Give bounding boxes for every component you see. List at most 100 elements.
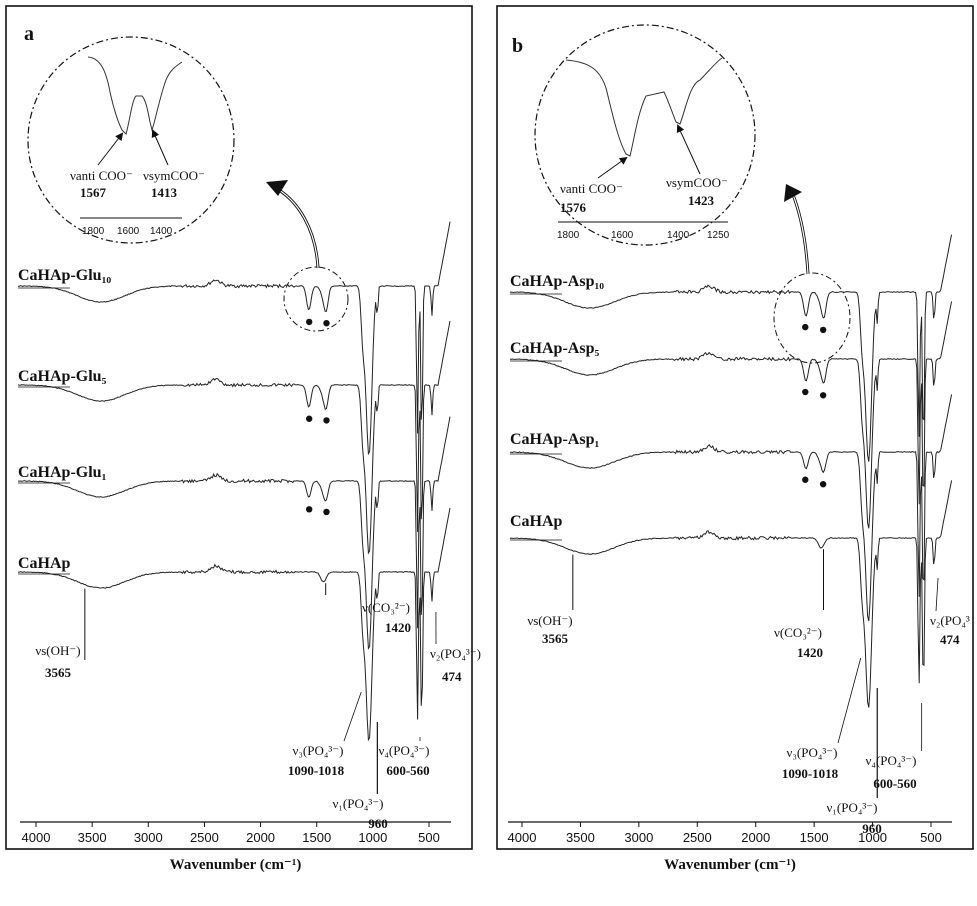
panel-b-zoom-circle	[773, 272, 851, 364]
band-value: 960	[368, 816, 388, 831]
panel-b-inset-arrow-anti	[597, 156, 628, 179]
panel-a-zoom-arrowhead	[266, 180, 288, 196]
panel-a-letter: a	[24, 23, 34, 45]
panel-a-zoom-arrow	[271, 184, 320, 269]
spectrum-trace	[17, 416, 451, 650]
band-leader-line	[837, 657, 862, 744]
series-label: CaHAp-Glu₅	[18, 368, 107, 385]
spectrum-trace	[509, 234, 953, 462]
band-label: ν₄(PO₄³⁻)	[866, 753, 917, 768]
band-value: 3565	[542, 631, 569, 646]
panel-a-inset-tick: 1400	[150, 226, 173, 237]
band-value: 3565	[45, 665, 72, 680]
band-value: 1090-1018	[288, 763, 345, 778]
band-label: ν₂(PO₄³⁻)	[430, 646, 481, 661]
x-axis-title: Wavenumber (cm⁻¹)	[170, 857, 302, 873]
series-label: CaHAp-Glu₁₀	[18, 267, 111, 284]
band-label: ν₂(PO₄³	[930, 613, 970, 628]
band-value: 1420	[797, 645, 823, 660]
carboxylate-marker	[802, 476, 809, 483]
x-tick-label: 2000	[741, 830, 770, 845]
band-label: ν₃(PO₄³⁻)	[293, 743, 344, 758]
spectrum-trace	[510, 394, 953, 622]
band-value: 474	[442, 669, 462, 684]
band-label: ν₄(PO₄³⁻)	[379, 743, 430, 758]
spectrum-trace	[509, 480, 953, 708]
panel-b-inset-peak-anti-label: νanti COO⁻	[560, 181, 623, 196]
panel-a-inset-arrow-anti	[97, 132, 124, 166]
band-label: νs(OH⁻)	[527, 613, 572, 628]
series-label: CaHAp	[510, 513, 563, 530]
band-value: 600-560	[386, 763, 429, 778]
panel-a-zoom-arrow	[271, 185, 319, 269]
x-axis-title: Wavenumber (cm⁻¹)	[664, 857, 796, 873]
spectrum-trace	[17, 221, 451, 456]
panel-b-inset-circle	[534, 24, 756, 246]
panel-b-zoom-arrow	[791, 191, 809, 275]
carboxylate-marker	[323, 417, 330, 424]
band-label: ν₁(PO₄³⁻)	[333, 796, 384, 811]
panel-b-inset-peak-sym-value: 1423	[688, 193, 715, 208]
band-label: ν₃(PO₄³⁻)	[787, 745, 838, 760]
carboxylate-marker	[323, 319, 330, 327]
panel-a-inset-spectrum	[87, 56, 183, 135]
series-label: CaHAp-Glu₁	[18, 464, 107, 481]
series-label: CaHAp-Asp₅	[510, 340, 599, 357]
panel-b-zoom-arrowhead	[784, 184, 802, 202]
carboxylate-marker	[323, 508, 330, 516]
panel-a-inset-peak-anti-label: νanti COO⁻	[70, 168, 133, 183]
x-tick-label: 4000	[22, 830, 51, 845]
panel-b-zoom-arrow	[790, 191, 810, 275]
x-tick-label: 1000	[858, 830, 887, 845]
panel-b-inset-spectrum	[565, 57, 723, 157]
spectrum-trace	[509, 301, 953, 529]
panel-a-frame	[5, 5, 473, 850]
series-label: CaHAp	[18, 555, 71, 572]
panel-b-letter: b	[512, 35, 523, 57]
panel-b-inset-tick: 1600	[611, 230, 634, 241]
panel-a-inset-circle	[27, 36, 235, 244]
panel-a-inset-peak-sym-label: νsymCOO⁻	[143, 168, 205, 183]
panel-a-inset-peak-sym-value: 1413	[151, 185, 178, 200]
panel-a-zoom-circle	[283, 266, 349, 332]
series-label: CaHAp-Asp₁₀	[510, 273, 604, 290]
carboxylate-marker	[305, 415, 313, 422]
x-tick-label: 2500	[683, 830, 712, 845]
panel-b-inset-peak-sym-label: νsymCOO⁻	[666, 175, 728, 190]
x-tick-label: 3500	[566, 830, 595, 845]
panel-a-inset-tick: 1800	[82, 226, 105, 237]
x-tick-label: 1000	[358, 830, 387, 845]
spectrum-trace	[17, 320, 451, 555]
panel-b-inset-tick: 1250	[707, 230, 730, 241]
x-tick-label: 3500	[78, 830, 107, 845]
x-tick-label: 1500	[302, 830, 331, 845]
x-tick-label: 500	[920, 830, 942, 845]
x-tick-label: 2500	[190, 830, 219, 845]
panel-b-inset-tick: 1800	[557, 230, 580, 241]
band-value: 960	[862, 821, 882, 836]
carboxylate-marker	[819, 392, 827, 399]
band-label: ν₁(PO₄³⁻)	[827, 800, 878, 815]
band-value: 1090-1018	[782, 766, 839, 781]
x-tick-label: 4000	[508, 830, 537, 845]
carboxylate-marker	[305, 506, 313, 513]
band-leader-line	[935, 577, 939, 612]
band-leader-line	[343, 691, 362, 742]
x-tick-label: 2000	[246, 830, 275, 845]
series-label: CaHAp-Asp₁	[510, 431, 599, 448]
panel-a-inset-arrow-sym	[151, 129, 169, 166]
panel-a: νanti COO⁻ 1567 νsymCOO⁻ 1413 1800 1600 …	[27, 36, 349, 332]
panel-b-inset-tick: 1400	[667, 230, 690, 241]
band-value: 600-560	[873, 776, 916, 791]
band-value: 474	[940, 632, 960, 647]
carboxylate-marker	[819, 480, 827, 488]
band-label: ν(CO₃²⁻)	[774, 625, 822, 640]
panel-b: νanti COO⁻ 1576 νsymCOO⁻ 1423 1800 1600 …	[534, 24, 851, 364]
carboxylate-marker	[802, 323, 809, 331]
band-value: 1420	[385, 620, 411, 635]
panel-b-inset-peak-anti-value: 1576	[560, 200, 587, 215]
carboxylate-marker	[802, 388, 809, 396]
x-tick-label: 1500	[800, 830, 829, 845]
panel-b-inset-arrow-sym	[676, 124, 701, 175]
